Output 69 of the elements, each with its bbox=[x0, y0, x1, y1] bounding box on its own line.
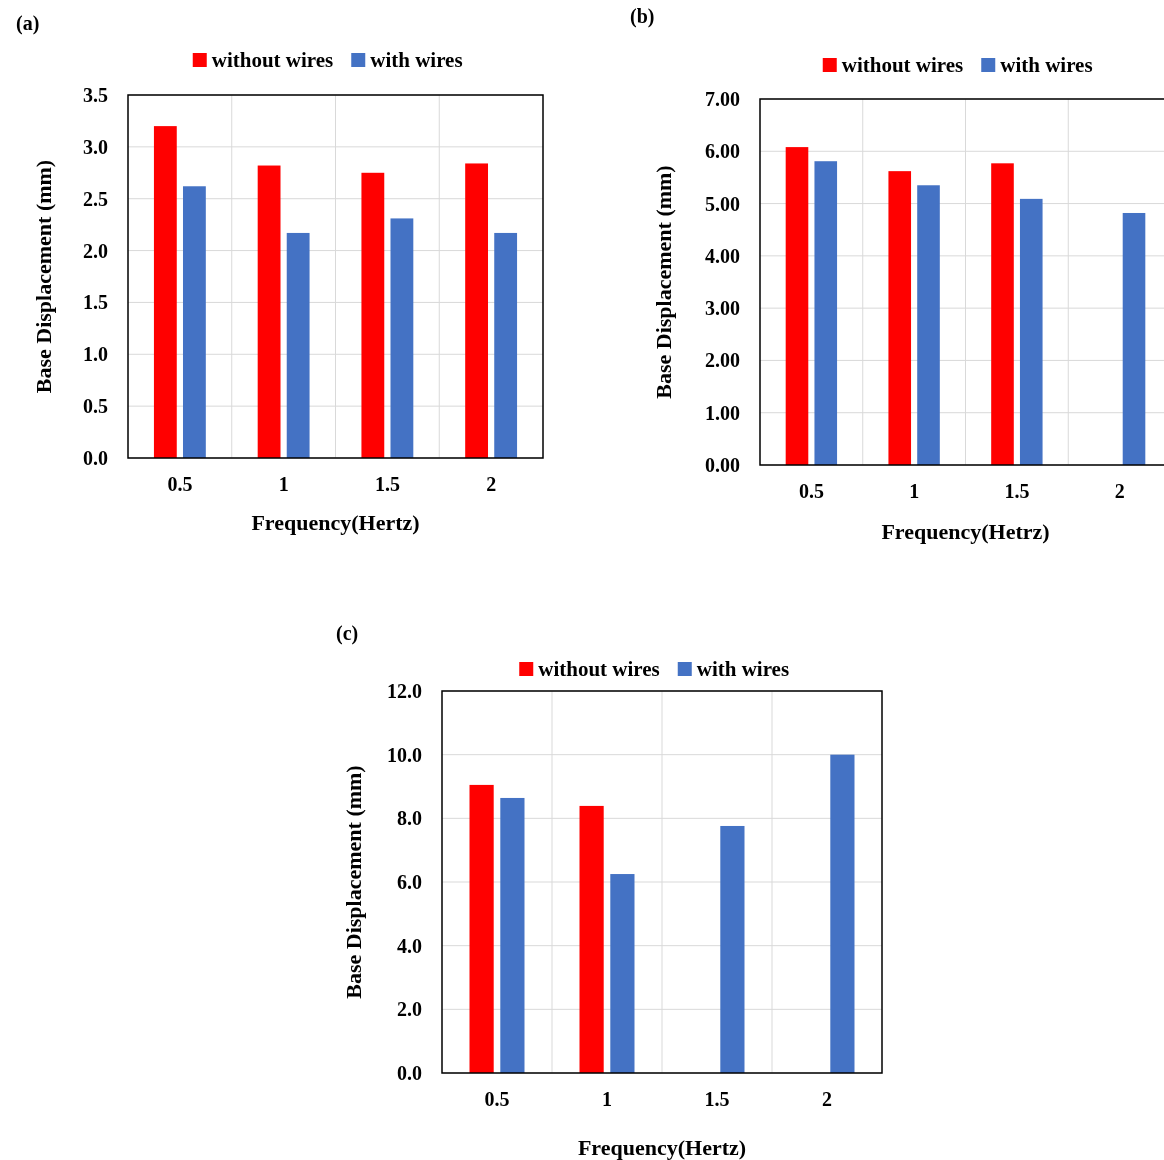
y-tick-label: 10.0 bbox=[387, 743, 422, 766]
x-tick-label: 1 bbox=[278, 473, 289, 495]
y-tick-label: 3.0 bbox=[83, 135, 108, 158]
y-tick-label: 1.0 bbox=[83, 343, 108, 366]
chart-title: (a) bbox=[16, 12, 40, 35]
y-tick-label: 3.5 bbox=[83, 84, 108, 106]
y-axis-title: Base Displacement (mm) bbox=[30, 159, 56, 394]
bar bbox=[1019, 198, 1043, 465]
y-tick-label: 2.0 bbox=[397, 998, 422, 1021]
bar bbox=[494, 232, 518, 458]
legend-label: without wires bbox=[841, 53, 964, 78]
bar bbox=[610, 874, 635, 1073]
y-tick-label: 4.0 bbox=[397, 934, 422, 957]
y-tick-label: 12.0 bbox=[387, 680, 422, 702]
y-tick-label: 1.5 bbox=[83, 291, 108, 314]
x-tick-label: 0.5 bbox=[167, 473, 193, 495]
bar bbox=[257, 165, 281, 458]
y-tick-label: 0.5 bbox=[83, 395, 108, 418]
y-tick-label: 5.00 bbox=[705, 192, 740, 215]
bar bbox=[286, 232, 310, 458]
y-tick-label: 7.00 bbox=[705, 88, 740, 110]
y-tick-label: 3.00 bbox=[705, 297, 740, 320]
bar bbox=[991, 163, 1014, 465]
y-tick-label: 0.0 bbox=[83, 447, 108, 469]
x-tick-label: 2 bbox=[486, 473, 497, 495]
bar bbox=[1122, 212, 1146, 465]
y-tick-label: 0.00 bbox=[705, 454, 740, 476]
legend-label: with wires bbox=[696, 657, 790, 682]
chart-title: (c) bbox=[336, 622, 359, 645]
bar bbox=[814, 161, 838, 465]
bar bbox=[182, 186, 206, 458]
bar bbox=[361, 172, 385, 458]
x-axis-title: Frequency(Hetrz) bbox=[881, 519, 1050, 544]
x-tick-label: 1 bbox=[602, 1088, 612, 1110]
bar bbox=[888, 171, 912, 465]
bar bbox=[469, 784, 494, 1073]
x-tick-label: 0.5 bbox=[484, 1088, 510, 1110]
x-tick-label: 2 bbox=[1114, 480, 1125, 502]
y-tick-label: 1.00 bbox=[705, 401, 740, 424]
legend-label: without wires bbox=[538, 657, 660, 682]
bar bbox=[785, 147, 809, 465]
bar bbox=[917, 185, 940, 465]
x-tick-label: 1.5 bbox=[1004, 480, 1030, 502]
y-tick-label: 2.0 bbox=[83, 239, 108, 262]
x-tick-label: 0.5 bbox=[798, 480, 824, 502]
y-tick-label: 6.0 bbox=[397, 871, 422, 893]
x-tick-label: 2 bbox=[822, 1088, 832, 1110]
bar bbox=[465, 163, 489, 458]
bar bbox=[390, 218, 414, 458]
x-tick-label: 1 bbox=[909, 480, 920, 502]
y-tick-label: 2.5 bbox=[83, 187, 108, 210]
x-axis-title: Frequency(Hertz) bbox=[577, 1135, 747, 1160]
y-tick-label: 8.0 bbox=[397, 807, 422, 830]
bar bbox=[500, 797, 525, 1073]
y-axis-title: Base Displacement (mm) bbox=[340, 765, 366, 999]
y-tick-label: 4.00 bbox=[705, 244, 740, 267]
chart-title: (b) bbox=[630, 5, 655, 28]
legend-label: without wires bbox=[211, 48, 334, 73]
y-tick-label: 6.00 bbox=[705, 140, 740, 163]
legend-label: with wires bbox=[1000, 53, 1093, 78]
y-tick-label: 0.0 bbox=[397, 1062, 422, 1084]
y-axis-title: Base Displacement (mm) bbox=[650, 165, 676, 399]
legend-label: with wires bbox=[370, 48, 463, 73]
bar bbox=[153, 126, 177, 458]
bar bbox=[720, 825, 745, 1073]
y-tick-label: 2.00 bbox=[705, 349, 740, 372]
x-axis-title: Frequency(Hertz) bbox=[251, 510, 420, 535]
bar bbox=[830, 754, 855, 1073]
bar bbox=[579, 805, 604, 1073]
